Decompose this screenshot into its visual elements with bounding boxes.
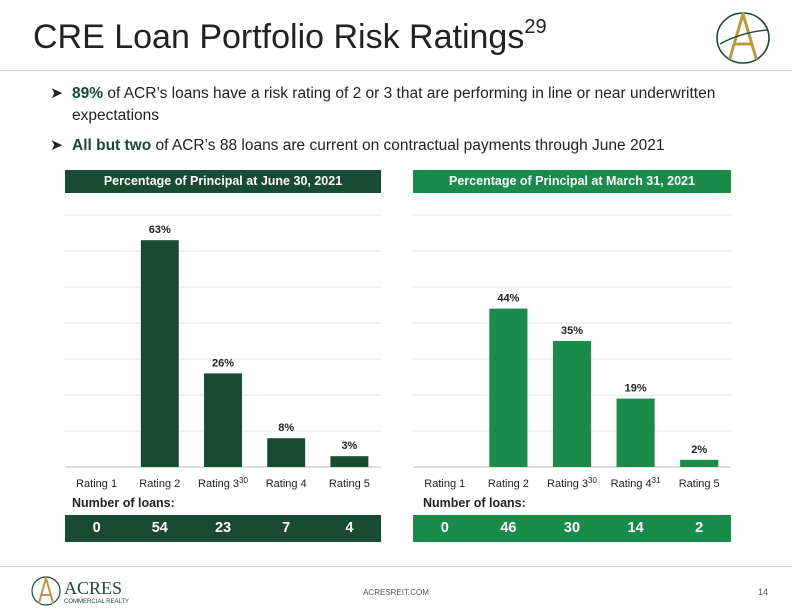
page-number: 14 [757, 587, 768, 597]
category-tick-label: Rating 2 [488, 478, 529, 490]
bullet-list: ➤ 89% of ACR’s loans have a risk rating … [50, 83, 750, 165]
loan-count: 0 [440, 520, 449, 536]
bullet-text: of ACR’s loans have a risk rating of 2 o… [72, 85, 716, 124]
footer-logo: ACRES COMMERCIAL REALTY [30, 574, 140, 608]
bar [680, 459, 719, 467]
acres-footer-logo-icon: ACRES COMMERCIAL REALTY [31, 576, 129, 606]
category-tick-label: Rating 1 [424, 478, 465, 490]
category-tick-label: Rating 1 [76, 478, 117, 490]
bullet-text: of ACR’s 88 loans are current on contrac… [151, 137, 665, 154]
loan-count: 23 [214, 520, 232, 536]
loan-count: 7 [282, 520, 291, 536]
loans-label-june: Number of loans: [72, 496, 175, 510]
arrow-bullet-icon: ➤ [50, 137, 63, 154]
bar [616, 398, 655, 467]
page-title: CRE Loan Portfolio Risk Ratings29 [33, 16, 547, 56]
bullet-item: ➤ 89% of ACR’s loans have a risk rating … [50, 83, 750, 127]
loan-count: 4 [345, 520, 354, 536]
loans-count-bar-june: 0 54 23 7 4 [65, 515, 381, 542]
bullet-highlight: 89% [72, 85, 104, 102]
bar-value-label: 26% [212, 357, 234, 369]
bar-value-label: 63% [149, 224, 171, 236]
arrow-bullet-icon: ➤ [50, 85, 63, 102]
bar [330, 456, 369, 467]
bar [267, 438, 306, 467]
loan-count: 2 [695, 520, 704, 536]
category-tick-label: Rating 330 [547, 476, 597, 490]
bar [204, 373, 242, 467]
loan-count: 0 [92, 520, 101, 536]
category-tick-label: Rating 330 [198, 476, 248, 490]
header-rule [0, 70, 792, 71]
bar [140, 240, 179, 467]
loan-count: 30 [563, 520, 581, 536]
bar-value-label: 3% [341, 440, 357, 452]
acres-logo-icon [716, 12, 770, 64]
bar [489, 308, 528, 467]
loans-label-march: Number of loans: [423, 496, 526, 510]
bar-value-label: 44% [497, 293, 519, 305]
chart-title-june: Percentage of Principal at June 30, 2021 [65, 170, 381, 193]
loan-count: 14 [627, 520, 644, 536]
category-tick-label: Rating 5 [329, 478, 370, 490]
bar-value-label: 8% [278, 422, 294, 434]
bar-chart-march-svg: Rating 1 44% Rating 2 35% Rating 330 19% Ratin… [413, 214, 731, 490]
bar-value-label: 35% [561, 325, 583, 337]
loan-count: 54 [151, 520, 168, 536]
bar-chart-march: Rating 1 44% Rating 2 35% Rating 330 19% Ratin… [413, 193, 731, 493]
loan-count: 46 [500, 520, 517, 536]
footer-url[interactable]: ACRESREIT.COM [363, 588, 429, 597]
chart-title-march: Percentage of Principal at March 31, 202… [413, 170, 731, 193]
loans-count-bar-march: 0 46 30 14 2 [413, 515, 731, 542]
category-tick-label: Rating 4 [266, 478, 307, 490]
bar-chart-june: Rating 1 63% Rating 2 26% Rating 330 8% Rating… [65, 193, 381, 493]
footer-logo-text: ACRES [64, 578, 122, 598]
bar [552, 341, 592, 467]
footer-rule [0, 566, 792, 567]
category-tick-label: Rating 2 [139, 478, 180, 490]
bar-value-label: 19% [625, 383, 647, 395]
bullet-item: ➤ All but two of ACR’s 88 loans are curr… [50, 135, 750, 157]
bullet-highlight: All but two [72, 137, 152, 154]
bar-value-label: 2% [691, 444, 707, 456]
bar-chart-june-svg: Rating 1 63% Rating 2 26% Rating 330 8% Rating… [65, 214, 381, 490]
category-tick-label: Rating 431 [611, 476, 661, 490]
category-tick-label: Rating 5 [679, 478, 720, 490]
footer-logo-subtext: COMMERCIAL REALTY [64, 599, 129, 605]
